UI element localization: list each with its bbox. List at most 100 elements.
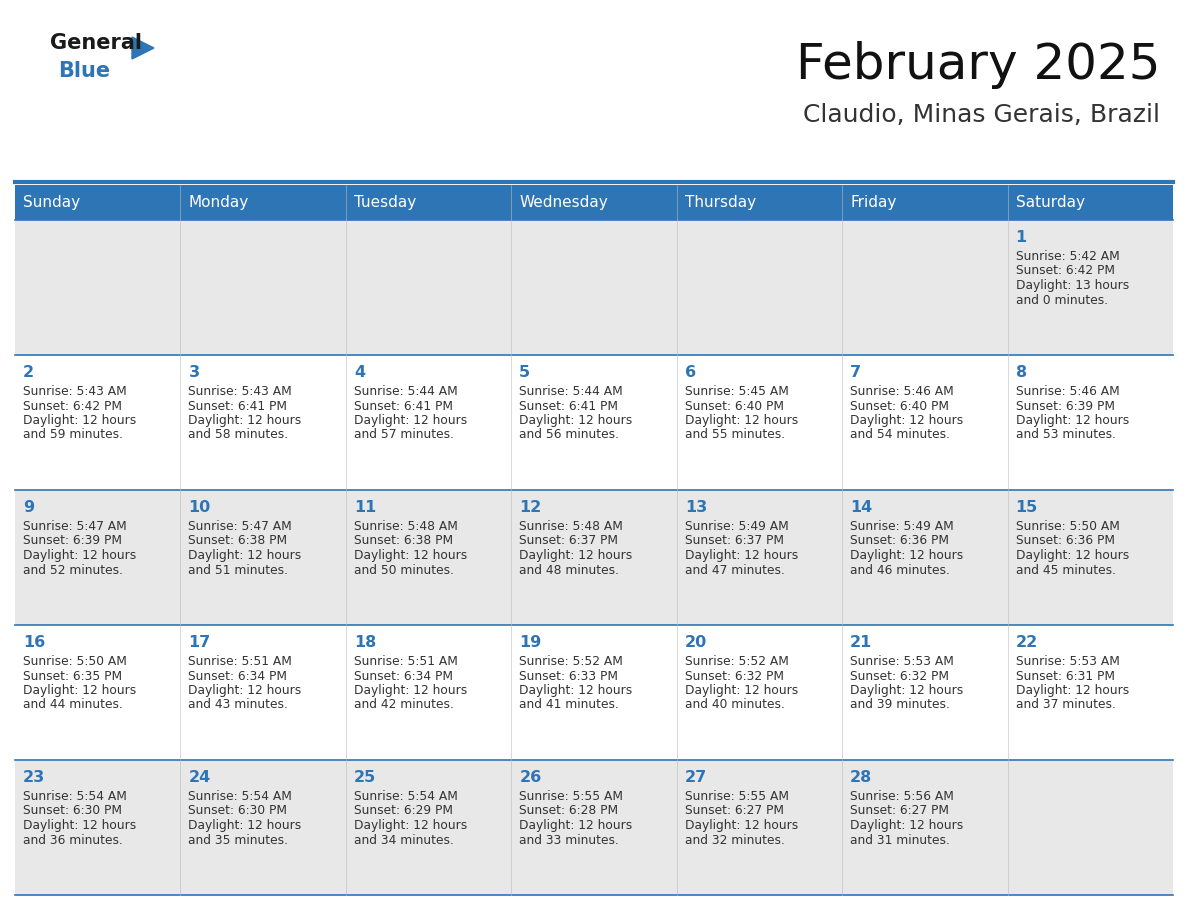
Bar [15, 355, 181, 490]
Text: Daylight: 12 hours: Daylight: 12 hours [354, 819, 467, 832]
Text: Sunrise: 5:45 AM: Sunrise: 5:45 AM [684, 385, 789, 398]
Text: Sunset: 6:27 PM: Sunset: 6:27 PM [851, 804, 949, 818]
Text: Daylight: 12 hours: Daylight: 12 hours [189, 684, 302, 697]
Text: 21: 21 [851, 635, 872, 650]
Bar [15, 625, 181, 760]
Bar [15, 490, 181, 625]
Text: 27: 27 [684, 770, 707, 785]
Text: Friday: Friday [851, 195, 897, 210]
Text: Daylight: 12 hours: Daylight: 12 hours [851, 684, 963, 697]
Text: and 31 minutes.: and 31 minutes. [851, 834, 950, 846]
Text: Sunrise: 5:55 AM: Sunrise: 5:55 AM [684, 790, 789, 803]
Text: Sunset: 6:37 PM: Sunset: 6:37 PM [519, 534, 618, 547]
Text: Sunrise: 5:51 AM: Sunrise: 5:51 AM [354, 655, 457, 668]
Text: and 33 minutes.: and 33 minutes. [519, 834, 619, 846]
Bar [677, 625, 842, 760]
Text: Daylight: 12 hours: Daylight: 12 hours [851, 819, 963, 832]
Text: General: General [50, 33, 143, 53]
Text: and 47 minutes.: and 47 minutes. [684, 564, 784, 577]
Bar [511, 625, 677, 760]
Text: Daylight: 12 hours: Daylight: 12 hours [851, 549, 963, 562]
Bar [15, 760, 181, 895]
Text: 23: 23 [23, 770, 45, 785]
Text: Sunrise: 5:47 AM: Sunrise: 5:47 AM [189, 520, 292, 533]
Text: Sunset: 6:41 PM: Sunset: 6:41 PM [354, 399, 453, 412]
Text: Thursday: Thursday [684, 195, 756, 210]
Text: and 41 minutes.: and 41 minutes. [519, 699, 619, 711]
Text: Daylight: 12 hours: Daylight: 12 hours [684, 819, 798, 832]
Text: Sunset: 6:30 PM: Sunset: 6:30 PM [189, 804, 287, 818]
Bar [677, 355, 842, 490]
Text: and 51 minutes.: and 51 minutes. [189, 564, 289, 577]
Text: 14: 14 [851, 500, 872, 515]
Text: and 58 minutes.: and 58 minutes. [189, 429, 289, 442]
Text: Sunrise: 5:54 AM: Sunrise: 5:54 AM [23, 790, 127, 803]
Bar [511, 355, 677, 490]
Bar [346, 220, 511, 355]
Text: 1: 1 [1016, 230, 1026, 245]
Text: Daylight: 12 hours: Daylight: 12 hours [1016, 414, 1129, 427]
Text: Daylight: 12 hours: Daylight: 12 hours [684, 549, 798, 562]
Text: 17: 17 [189, 635, 210, 650]
Text: Sunday: Sunday [23, 195, 80, 210]
Text: 6: 6 [684, 365, 696, 380]
Text: and 57 minutes.: and 57 minutes. [354, 429, 454, 442]
Text: Sunrise: 5:43 AM: Sunrise: 5:43 AM [189, 385, 292, 398]
Text: Daylight: 12 hours: Daylight: 12 hours [354, 684, 467, 697]
Text: 13: 13 [684, 500, 707, 515]
Text: Sunset: 6:41 PM: Sunset: 6:41 PM [189, 399, 287, 412]
Text: Sunrise: 5:42 AM: Sunrise: 5:42 AM [1016, 250, 1119, 263]
Text: Daylight: 12 hours: Daylight: 12 hours [1016, 684, 1129, 697]
Text: and 35 minutes.: and 35 minutes. [189, 834, 289, 846]
Text: and 44 minutes.: and 44 minutes. [23, 699, 122, 711]
Bar [15, 220, 181, 355]
Bar [677, 760, 842, 895]
Text: Sunset: 6:34 PM: Sunset: 6:34 PM [354, 669, 453, 682]
Text: Sunset: 6:27 PM: Sunset: 6:27 PM [684, 804, 784, 818]
Bar [842, 760, 1007, 895]
Bar [842, 185, 1007, 220]
Bar [346, 760, 511, 895]
Text: and 43 minutes.: and 43 minutes. [189, 699, 289, 711]
Bar [511, 760, 677, 895]
Text: Sunset: 6:42 PM: Sunset: 6:42 PM [23, 399, 122, 412]
Text: and 52 minutes.: and 52 minutes. [23, 564, 124, 577]
Text: Sunrise: 5:50 AM: Sunrise: 5:50 AM [1016, 520, 1119, 533]
Text: and 0 minutes.: and 0 minutes. [1016, 294, 1107, 307]
Bar [511, 220, 677, 355]
Text: Sunrise: 5:46 AM: Sunrise: 5:46 AM [851, 385, 954, 398]
Text: and 34 minutes.: and 34 minutes. [354, 834, 454, 846]
Text: Saturday: Saturday [1016, 195, 1085, 210]
Text: 2: 2 [23, 365, 34, 380]
Bar [181, 760, 346, 895]
Text: Daylight: 13 hours: Daylight: 13 hours [1016, 279, 1129, 292]
Text: Wednesday: Wednesday [519, 195, 608, 210]
Text: 18: 18 [354, 635, 377, 650]
Text: and 56 minutes.: and 56 minutes. [519, 429, 619, 442]
Text: Daylight: 12 hours: Daylight: 12 hours [23, 819, 137, 832]
Bar [842, 220, 1007, 355]
Text: and 37 minutes.: and 37 minutes. [1016, 699, 1116, 711]
Text: Sunrise: 5:54 AM: Sunrise: 5:54 AM [354, 790, 457, 803]
Text: and 45 minutes.: and 45 minutes. [1016, 564, 1116, 577]
Text: Sunrise: 5:56 AM: Sunrise: 5:56 AM [851, 790, 954, 803]
Text: 12: 12 [519, 500, 542, 515]
Bar [1007, 625, 1173, 760]
Bar [1007, 185, 1173, 220]
Text: Blue: Blue [58, 61, 110, 81]
Bar [181, 625, 346, 760]
Text: 11: 11 [354, 500, 377, 515]
Text: Daylight: 12 hours: Daylight: 12 hours [519, 819, 632, 832]
Text: 5: 5 [519, 365, 530, 380]
Text: Sunrise: 5:46 AM: Sunrise: 5:46 AM [1016, 385, 1119, 398]
Text: 20: 20 [684, 635, 707, 650]
Text: and 46 minutes.: and 46 minutes. [851, 564, 950, 577]
Text: Sunrise: 5:53 AM: Sunrise: 5:53 AM [851, 655, 954, 668]
Text: 7: 7 [851, 365, 861, 380]
Text: Sunset: 6:39 PM: Sunset: 6:39 PM [1016, 399, 1114, 412]
Text: and 40 minutes.: and 40 minutes. [684, 699, 784, 711]
Text: Sunrise: 5:49 AM: Sunrise: 5:49 AM [851, 520, 954, 533]
Text: Daylight: 12 hours: Daylight: 12 hours [23, 684, 137, 697]
Text: Daylight: 12 hours: Daylight: 12 hours [189, 414, 302, 427]
Text: Daylight: 12 hours: Daylight: 12 hours [519, 414, 632, 427]
